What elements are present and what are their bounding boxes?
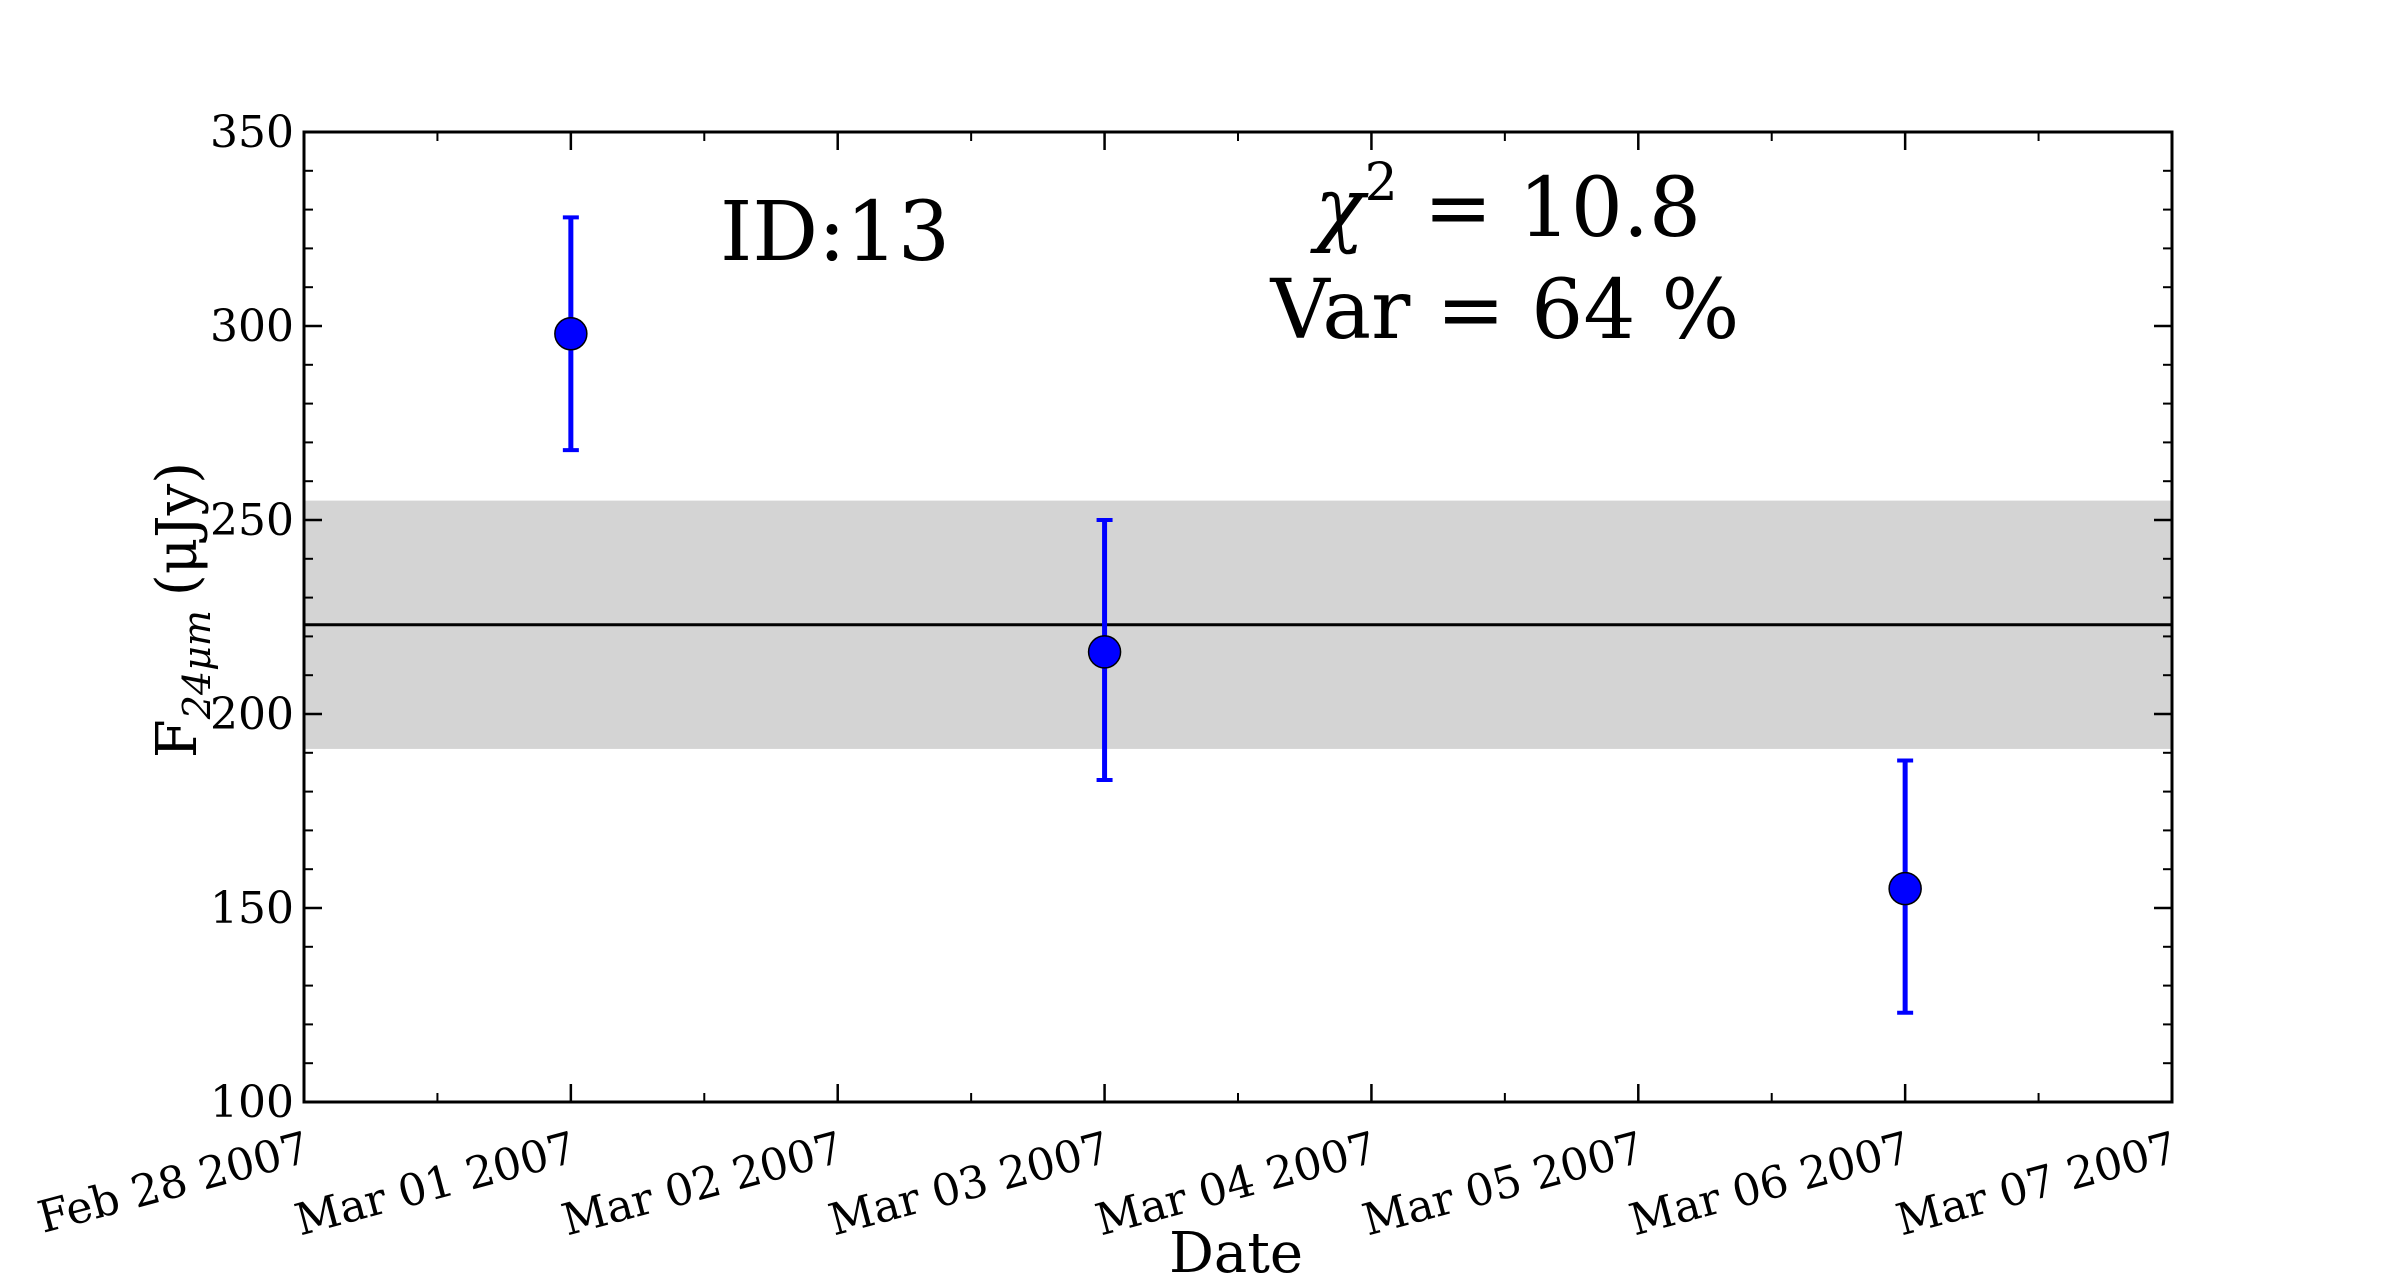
data-point — [1087, 518, 1122, 782]
x-tick-label: Mar 02 2007 — [557, 1122, 849, 1246]
y-tick-label: 150 — [210, 883, 294, 934]
y-tick-label: 250 — [210, 495, 294, 546]
data-marker — [1888, 871, 1922, 906]
id-annotation: ID:13 — [720, 185, 950, 280]
x-tick-label: Mar 07 2007 — [1891, 1122, 2183, 1246]
x-axis-title: Date — [1169, 1221, 1303, 1285]
data-marker — [554, 317, 588, 351]
y-tick-label: 100 — [210, 1077, 294, 1128]
x-tick-label: Mar 01 2007 — [290, 1122, 582, 1246]
x-tick-label: Mar 06 2007 — [1624, 1122, 1916, 1246]
y-tick-label: 300 — [210, 301, 294, 352]
x-tick-label: Feb 28 2007 — [33, 1122, 315, 1243]
data-points — [554, 215, 1922, 1015]
plot-frame — [302, 130, 2174, 1104]
data-marker — [1087, 635, 1122, 669]
variability-annotation: Var = 64 % — [1270, 263, 1740, 358]
y-tick-label: 350 — [210, 107, 294, 158]
y-axis-title: F24μm(μJy) — [145, 462, 219, 758]
data-point — [1888, 758, 1922, 1015]
data-point — [554, 215, 588, 453]
chi-square-annotation: χ2 = 10.8 — [1310, 153, 1701, 256]
x-tick-label: Mar 05 2007 — [1357, 1122, 1649, 1246]
y-tick-label: 200 — [210, 689, 294, 740]
y-tick-labels: 100 150 200 250 300 350 — [210, 107, 294, 1128]
x-tick-label: Mar 03 2007 — [824, 1122, 1116, 1246]
